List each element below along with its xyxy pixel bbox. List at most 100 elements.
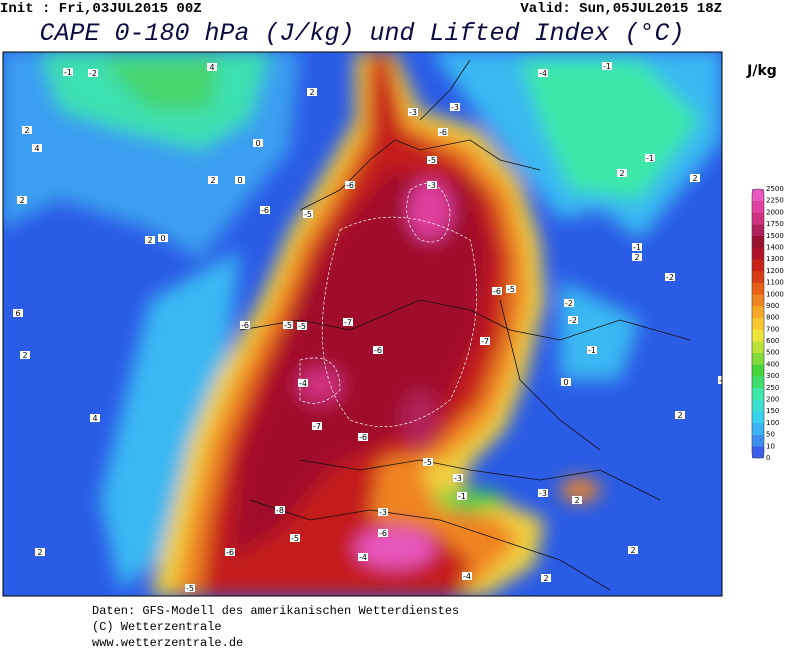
contour-label-box xyxy=(561,378,571,386)
contour-label: -3 xyxy=(454,474,462,483)
colorbar-swatch xyxy=(752,329,764,342)
contour-label-box xyxy=(675,411,685,419)
colorbar-label: 1400 xyxy=(766,243,784,251)
contour-label: 2 xyxy=(37,548,42,557)
colorbar-label: 150 xyxy=(766,407,779,415)
contour-label: -1 xyxy=(603,62,611,71)
contour-label-box xyxy=(645,154,655,162)
contour-label-box xyxy=(378,508,388,516)
contour-label: -5 xyxy=(298,322,306,331)
contour-label-box xyxy=(378,529,388,537)
colorbar-label: 2250 xyxy=(766,197,784,205)
contour-label-box xyxy=(290,534,300,542)
contour-label-box xyxy=(303,210,313,218)
colorbar-label: 400 xyxy=(766,360,779,368)
contour-label: -1 xyxy=(64,68,72,77)
contour-label: 2 xyxy=(630,546,635,555)
map-title: CAPE 0-180 hPa (J/kg) und Lifted Index (… xyxy=(39,19,684,48)
contour-label: -6 xyxy=(493,287,501,296)
init-time: Init : Fri,03JUL2015 00Z xyxy=(0,1,202,17)
contour-label: -7 xyxy=(481,337,489,346)
contour-label: -1 xyxy=(633,243,641,252)
contour-label: 0 xyxy=(237,176,242,185)
colorbar-label: 1100 xyxy=(766,279,784,287)
contour-label-box xyxy=(628,546,638,554)
colorbar-swatch xyxy=(752,422,764,435)
contour-label: -3 xyxy=(451,103,459,112)
contour-label-box xyxy=(408,108,418,116)
contour-label-box xyxy=(438,128,448,136)
contour-label: -6 xyxy=(241,321,249,330)
contour-label: -5 xyxy=(428,156,436,165)
footer-line: www.wetterzentrale.de xyxy=(92,636,243,648)
contour-label: 0 xyxy=(563,378,568,387)
contour-label: -4 xyxy=(299,379,307,388)
colorbar-swatch xyxy=(752,434,764,447)
contour-label-box xyxy=(492,287,502,295)
contour-label: -5 xyxy=(424,458,432,467)
contour-label-box xyxy=(158,234,168,242)
contour-label: 4 xyxy=(92,414,97,423)
contour-label: -4 xyxy=(359,553,367,562)
contour-label-box xyxy=(665,273,675,281)
contour-label-box xyxy=(275,506,285,514)
colorbar-label: 2000 xyxy=(766,208,784,216)
colorbar-swatch xyxy=(752,376,764,389)
contour-label: -1 xyxy=(588,346,596,355)
contour-label: -2 xyxy=(666,273,674,282)
contour-label-box xyxy=(240,321,250,329)
contour-label-box xyxy=(225,548,235,556)
contour-label: 2 xyxy=(147,236,152,245)
colorbar-swatch xyxy=(752,247,764,260)
contour-label-box xyxy=(450,103,460,111)
colorbar-swatch xyxy=(752,387,764,400)
contour-label: 2 xyxy=(24,126,29,135)
contour-label-box xyxy=(253,139,263,147)
contour-label: -5 xyxy=(507,285,515,294)
contour-label: -6 xyxy=(261,206,269,215)
contour-label: 2 xyxy=(619,169,624,178)
footer-line: Daten: GFS-Modell des amerikanischen Wet… xyxy=(92,604,459,618)
contour-label: 0 xyxy=(160,234,165,243)
contour-label-box xyxy=(632,253,642,261)
colorbar-swatch xyxy=(752,411,764,424)
contour-label: -5 xyxy=(284,321,292,330)
contour-label-box xyxy=(207,63,217,71)
contour-label: -1 xyxy=(458,492,466,501)
contour-label-box xyxy=(480,337,490,345)
contour-label-box xyxy=(63,68,73,76)
contour-label-box xyxy=(13,309,23,317)
contour-label-box xyxy=(457,492,467,500)
colorbar-label: 1300 xyxy=(766,255,784,263)
colorbar-label: 1000 xyxy=(766,290,784,298)
contour-label: 4 xyxy=(34,144,39,153)
contour-label-box xyxy=(343,318,353,326)
contour-label: -6 xyxy=(374,346,382,355)
contour-label-box xyxy=(462,572,472,580)
contour-label: -1 xyxy=(646,154,654,163)
contour-label-box xyxy=(572,496,582,504)
contour-label: 2 xyxy=(634,253,639,262)
contour-label: -5 xyxy=(186,584,194,593)
contour-label-box xyxy=(427,156,437,164)
contour-label: -6 xyxy=(346,181,354,190)
contour-label-box xyxy=(17,196,27,204)
contour-label: 2 xyxy=(19,196,24,205)
colorbar-swatch xyxy=(752,305,764,318)
colorbar-label: 1200 xyxy=(766,267,784,275)
colorbar-label: 600 xyxy=(766,337,779,345)
valid-time: Valid: Sun,05JUL2015 18Z xyxy=(520,1,722,17)
contour-label: -4 xyxy=(463,572,471,581)
colorbar-label: 200 xyxy=(766,396,779,404)
contour-label-box xyxy=(88,69,98,77)
contour-label-box xyxy=(297,322,307,330)
contour-label: -3 xyxy=(428,181,436,190)
colorbar-unit: J/kg xyxy=(746,63,777,79)
colorbar-label: 50 xyxy=(766,431,775,439)
colorbar-label: 10 xyxy=(766,442,775,450)
contour-label-box xyxy=(35,548,45,556)
contour-label-box xyxy=(345,181,355,189)
colorbar-swatch xyxy=(752,235,764,248)
contour-label: 6 xyxy=(15,309,20,318)
